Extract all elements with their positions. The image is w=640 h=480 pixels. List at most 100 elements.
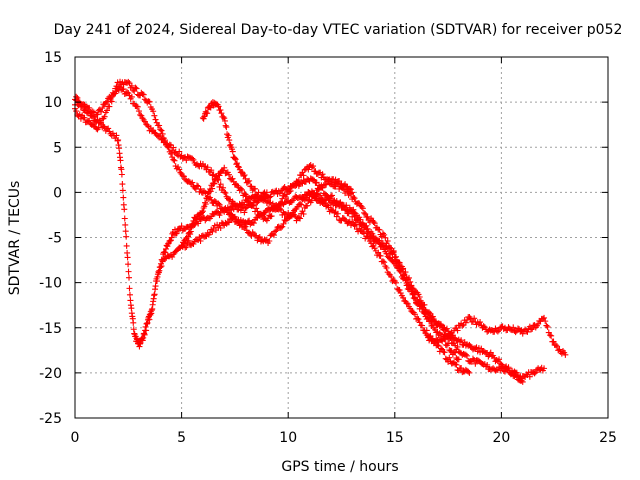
data-point — [119, 181, 126, 188]
data-point — [331, 197, 338, 204]
data-point — [313, 179, 320, 186]
data-point — [130, 319, 137, 326]
data-point — [267, 193, 274, 200]
data-point — [221, 117, 228, 124]
grid-lines — [75, 57, 608, 418]
data-point — [217, 224, 224, 231]
chart-title: Day 241 of 2024, Sidereal Day-to-day VTE… — [54, 22, 623, 38]
data-point — [209, 228, 216, 235]
data-point — [404, 300, 411, 307]
data-point — [442, 355, 449, 362]
data-point — [211, 180, 218, 187]
data-point — [141, 96, 148, 103]
data-point — [197, 238, 204, 245]
data-point — [388, 273, 395, 280]
data-point — [255, 234, 262, 241]
data-point — [543, 322, 550, 329]
data-point — [319, 171, 326, 178]
data-point — [403, 300, 410, 307]
data-point — [391, 254, 398, 261]
data-point — [105, 125, 112, 132]
data-point — [121, 215, 128, 222]
data-point — [406, 274, 413, 281]
data-point — [183, 234, 190, 241]
data-point — [125, 268, 132, 275]
data-point — [458, 365, 465, 372]
data-point — [280, 220, 287, 227]
data-point — [266, 237, 273, 244]
data-point — [146, 316, 153, 323]
data-point — [379, 258, 386, 265]
data-point — [237, 221, 244, 228]
data-point — [165, 144, 172, 151]
data-point — [364, 225, 371, 232]
data-point — [445, 333, 452, 340]
data-point — [331, 210, 338, 216]
data-point — [421, 301, 428, 308]
data-point — [199, 208, 206, 215]
data-point — [329, 192, 336, 199]
data-point — [359, 220, 366, 227]
data-point — [177, 169, 184, 176]
data-point — [225, 132, 232, 139]
data-point — [285, 209, 292, 216]
data-point — [497, 360, 504, 367]
data-point — [157, 126, 164, 133]
data-point — [545, 329, 552, 336]
data-point — [371, 220, 378, 227]
data-point — [180, 173, 187, 180]
data-point — [349, 189, 356, 196]
data-point — [208, 196, 215, 203]
data-point — [443, 325, 450, 332]
data-point — [364, 213, 371, 220]
data-point — [190, 220, 197, 227]
data-point — [469, 355, 476, 362]
data-point — [381, 231, 388, 238]
data-point — [133, 103, 140, 110]
data-point — [276, 205, 283, 212]
data-point — [310, 176, 317, 183]
data-point — [514, 325, 521, 332]
data-point — [204, 110, 211, 117]
data-point — [279, 195, 286, 202]
data-point — [384, 237, 391, 244]
data-point — [244, 198, 251, 205]
data-point — [416, 294, 423, 301]
data-point — [336, 178, 343, 185]
data-point — [396, 259, 403, 266]
data-point — [242, 223, 249, 230]
data-point — [291, 182, 298, 189]
x-tick-label: 0 — [71, 430, 80, 446]
data-point — [402, 269, 409, 276]
data-point — [370, 218, 377, 225]
data-point — [216, 201, 223, 208]
data-point — [471, 315, 478, 322]
data-point — [414, 315, 421, 322]
data-point — [327, 193, 334, 200]
data-point — [128, 82, 135, 89]
data-point — [253, 205, 260, 212]
data-point — [137, 111, 144, 118]
x-tick-label: 10 — [279, 430, 297, 446]
data-point — [552, 342, 559, 349]
data-point — [226, 142, 233, 149]
y-axis-ticks: -25 -20 -15 -10 -5 0 5 10 15 — [39, 50, 608, 427]
data-point — [169, 154, 176, 161]
data-point — [190, 241, 197, 248]
data-point — [437, 345, 444, 352]
data-point — [484, 361, 491, 368]
data-point — [124, 89, 131, 96]
data-point — [159, 130, 166, 137]
data-point — [214, 208, 221, 215]
data-point — [183, 244, 190, 251]
data-point — [207, 188, 214, 195]
data-point — [299, 208, 306, 215]
data-point — [232, 156, 239, 163]
y-tick-label: 15 — [44, 50, 62, 66]
data-point — [408, 282, 415, 289]
data-point — [350, 206, 357, 213]
data-point — [487, 349, 494, 356]
data-point — [416, 319, 423, 326]
data-point — [152, 283, 159, 290]
data-point — [407, 278, 414, 285]
